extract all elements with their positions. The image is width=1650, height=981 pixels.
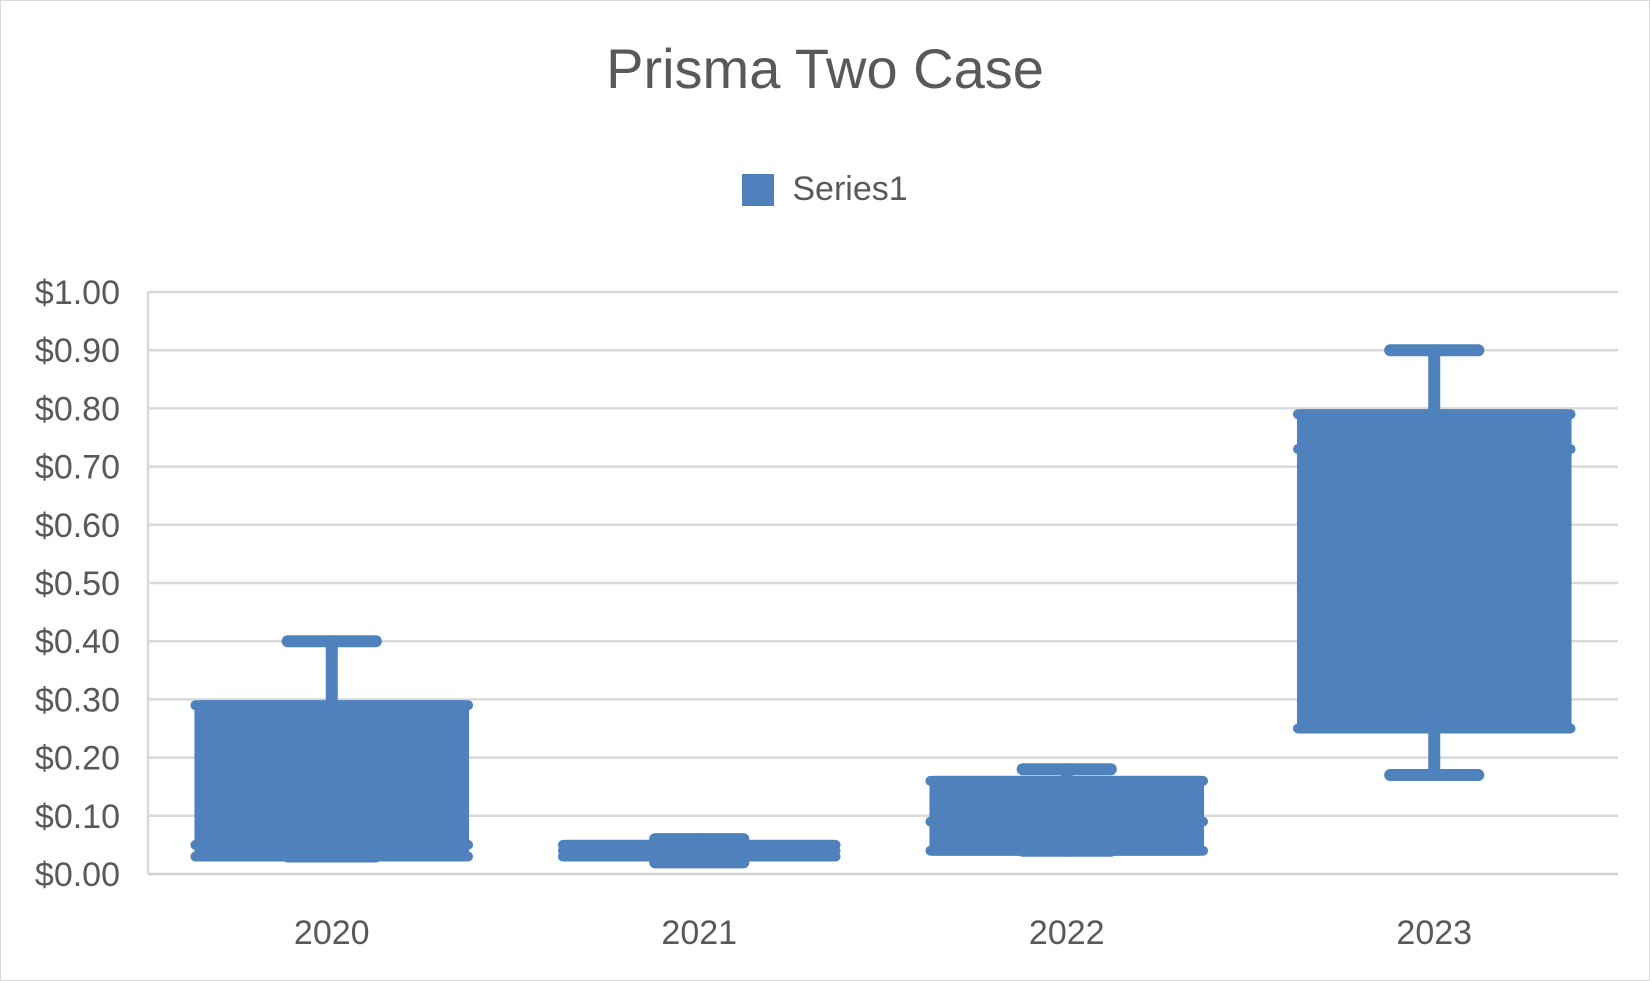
box-series <box>190 344 1576 869</box>
x-tick-label: 2021 <box>661 914 737 952</box>
x-tick-label: 2020 <box>294 914 370 952</box>
y-axis-ticks: $0.00 $0.10 $0.20 $0.30 $0.40 $0.50 $0.60 $0.70… <box>35 274 120 894</box>
box-body <box>929 775 1205 856</box>
box-2020 <box>190 635 474 863</box>
y-tick-label: $0.60 <box>35 507 120 545</box>
box-body <box>1296 409 1572 734</box>
y-tick-label: $0.40 <box>35 623 120 661</box>
box-2021 <box>557 833 841 869</box>
y-tick-label: $0.20 <box>35 740 120 778</box>
legend-swatch <box>742 173 775 206</box>
y-tick-label: $0.00 <box>35 856 120 894</box>
y-tick-label: $0.50 <box>35 565 120 603</box>
y-tick-label: $1.00 <box>35 274 120 312</box>
y-tick-label: $0.90 <box>35 332 120 370</box>
y-tick-label: $0.80 <box>35 390 120 428</box>
box-body <box>194 700 470 862</box>
x-tick-label: 2023 <box>1396 914 1472 952</box>
y-tick-label: $0.70 <box>35 449 120 487</box>
legend: Series1 <box>0 170 1650 209</box>
x-axis-ticks: 2020 2021 2022 2023 <box>294 914 1472 952</box>
x-tick-label: 2022 <box>1029 914 1105 952</box>
legend-label: Series1 <box>792 170 908 208</box>
box-2023 <box>1292 344 1576 782</box>
y-tick-label: $0.30 <box>35 681 120 719</box>
box-2022 <box>925 763 1209 857</box>
y-tick-label: $0.10 <box>35 798 120 836</box>
chart-title: Prisma Two Case <box>606 37 1044 100</box>
